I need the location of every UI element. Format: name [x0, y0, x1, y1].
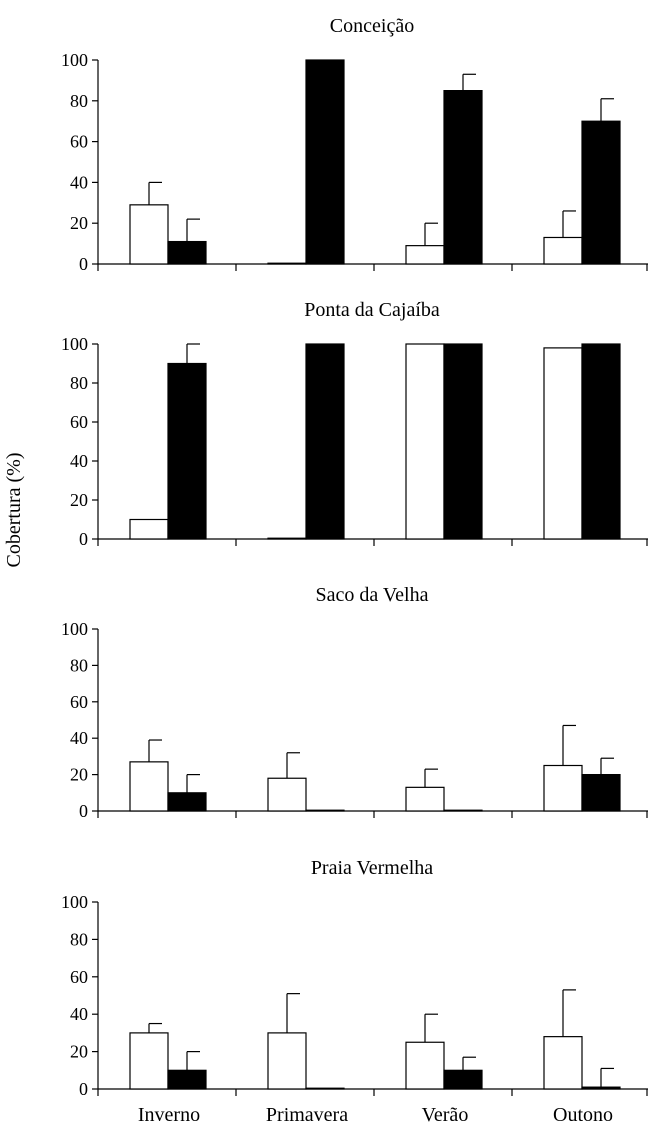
- bar-Primavera-s2: [305, 59, 345, 265]
- bar-Outono-s2: [581, 343, 621, 540]
- bar-Inverno-s2: [167, 792, 207, 812]
- y-tick-label: 40: [70, 1004, 88, 1024]
- y-tick-label: 0: [79, 1079, 88, 1099]
- bar-Verão-s1: [405, 786, 445, 812]
- y-tick-label: 20: [70, 765, 88, 785]
- bar-Verão-s2: [443, 343, 483, 540]
- x-tick-label-0: Inverno: [138, 1104, 200, 1126]
- bar-Verão-s1: [405, 343, 445, 540]
- bar-Inverno-s1: [129, 1032, 169, 1090]
- y-tick-label: 20: [70, 213, 88, 233]
- panel-title: Ponta da Cajaíba: [304, 299, 440, 321]
- panel-title: Conceição: [330, 15, 414, 37]
- y-axis-label: Cobertura (%): [3, 453, 25, 568]
- bar-Verão-s2: [443, 89, 483, 265]
- bar-Inverno-s1: [129, 518, 169, 540]
- bar-Inverno-s1: [129, 204, 169, 265]
- y-tick-label: 20: [70, 1042, 88, 1062]
- y-tick-label: 100: [61, 892, 88, 912]
- panel-2: Saco da Velha 0 20 40 60 80 100: [61, 584, 648, 821]
- bar-Primavera-s2: [305, 809, 345, 812]
- y-tick-label: 60: [70, 967, 88, 987]
- bar-Outono-s2: [581, 120, 621, 265]
- bar-Verão-s2: [443, 809, 483, 812]
- y-tick-label: 80: [70, 655, 88, 675]
- bar-Outono-s2: [581, 1086, 621, 1090]
- bar-Primavera-s1: [267, 1032, 307, 1090]
- x-axis-tick-labels: Inverno Primavera Verão Outono: [138, 1104, 613, 1126]
- y-tick-label: 40: [70, 451, 88, 471]
- y-tick-label: 100: [61, 50, 88, 70]
- y-tick-label: 80: [70, 91, 88, 111]
- x-tick-label-1: Primavera: [266, 1104, 348, 1126]
- y-tick-label: 80: [70, 929, 88, 949]
- bar-Verão-s1: [405, 245, 445, 265]
- bar-Verão-s2: [443, 1069, 483, 1090]
- y-tick-label: 60: [70, 412, 88, 432]
- bar-Verão-s1: [405, 1041, 445, 1090]
- panel-title: Saco da Velha: [316, 584, 429, 606]
- bar-Outono-s1: [543, 347, 583, 540]
- bar-Primavera-s1: [267, 262, 307, 265]
- y-tick-label: 40: [70, 728, 88, 748]
- y-tick-label: 0: [79, 801, 88, 821]
- bar-Inverno-s2: [167, 1069, 207, 1090]
- panel-3: Praia Vermelha 0 20 40 60 80 100: [61, 857, 648, 1099]
- x-tick-label-2: Verão: [422, 1104, 469, 1126]
- panel-1: Ponta da Cajaíba 0 20 40 60 80 100: [61, 299, 648, 549]
- x-tick-label-3: Outono: [553, 1104, 613, 1126]
- y-tick-label: 60: [70, 692, 88, 712]
- y-tick-label: 60: [70, 132, 88, 152]
- y-tick-label: 80: [70, 373, 88, 393]
- y-tick-label: 20: [70, 490, 88, 510]
- bar-Outono-s1: [543, 236, 583, 265]
- bar-Inverno-s2: [167, 362, 207, 540]
- y-tick-label: 40: [70, 172, 88, 192]
- panel-title: Praia Vermelha: [311, 857, 433, 879]
- y-tick-label: 100: [61, 619, 88, 639]
- bar-Inverno-s1: [129, 761, 169, 812]
- bar-Primavera-s1: [267, 537, 307, 540]
- bar-Primavera-s2: [305, 1087, 345, 1090]
- y-tick-label: 100: [61, 334, 88, 354]
- bar-Primavera-s1: [267, 777, 307, 812]
- y-tick-label: 0: [79, 529, 88, 549]
- y-tick-label: 0: [79, 254, 88, 274]
- chart-panels: Conceição 0 20 40 60 80 100 Ponta da Cajaíba 0 20…: [61, 15, 648, 1099]
- bar-Outono-s1: [543, 764, 583, 812]
- bar-Outono-s1: [543, 1036, 583, 1090]
- bar-Outono-s2: [581, 773, 621, 812]
- panel-0: Conceição 0 20 40 60 80 100: [61, 15, 648, 274]
- bar-Inverno-s2: [167, 240, 207, 265]
- bar-Primavera-s2: [305, 343, 345, 540]
